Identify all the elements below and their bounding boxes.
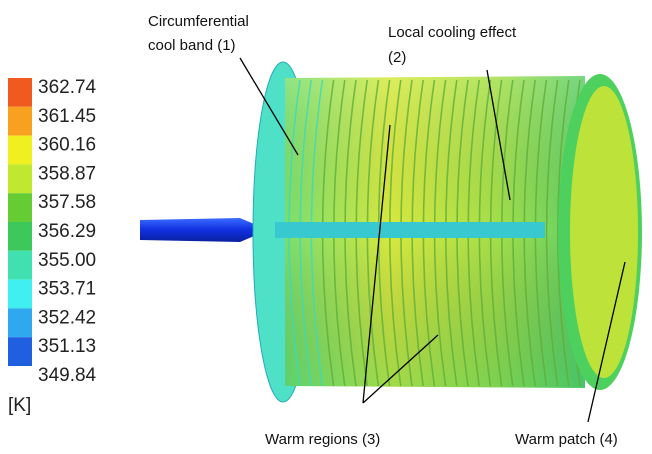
color-swatch [8,280,32,309]
legend: 362.74 361.45 360.16 358.87 357.58 356.29 355.… [8,77,97,386]
annotation-text: cool band (1) [148,37,236,54]
legend-unit: [K] [8,395,31,416]
color-swatch [8,251,32,280]
annotation-text: Circumferential [148,13,249,30]
color-swatch [8,193,32,222]
legend-label: 351.13 [38,336,96,357]
color-swatch [8,337,32,366]
legend-label: 362.74 [38,77,97,98]
annotation-text: (2) [388,49,406,66]
legend-label: 361.45 [38,106,96,127]
annotation-text: Warm patch (4) [515,431,618,448]
legend-label: 358.87 [38,163,96,184]
legend-label: 352.42 [38,307,96,328]
legend-label: 360.16 [38,135,96,156]
channel [275,222,545,238]
screenshot: 362.74 361.45 360.16 358.87 357.58 356.29 355.… [0,0,652,454]
legend-label: 356.29 [38,221,96,242]
legend-label: 355.00 [38,250,96,271]
legend-label: 353.71 [38,279,96,300]
color-swatch [8,164,32,193]
annotation-text: Local cooling effect [388,24,517,41]
inlet-rod [140,218,268,242]
color-swatch [8,78,32,107]
color-swatch [8,136,32,165]
legend-label: 349.84 [38,365,97,386]
annotation-text: Warm regions (3) [265,431,380,448]
model [140,62,642,402]
color-swatch [8,222,32,251]
end-inner [570,86,638,378]
color-swatch [8,107,32,136]
color-swatch [8,308,32,337]
legend-label: 357.58 [38,192,96,213]
